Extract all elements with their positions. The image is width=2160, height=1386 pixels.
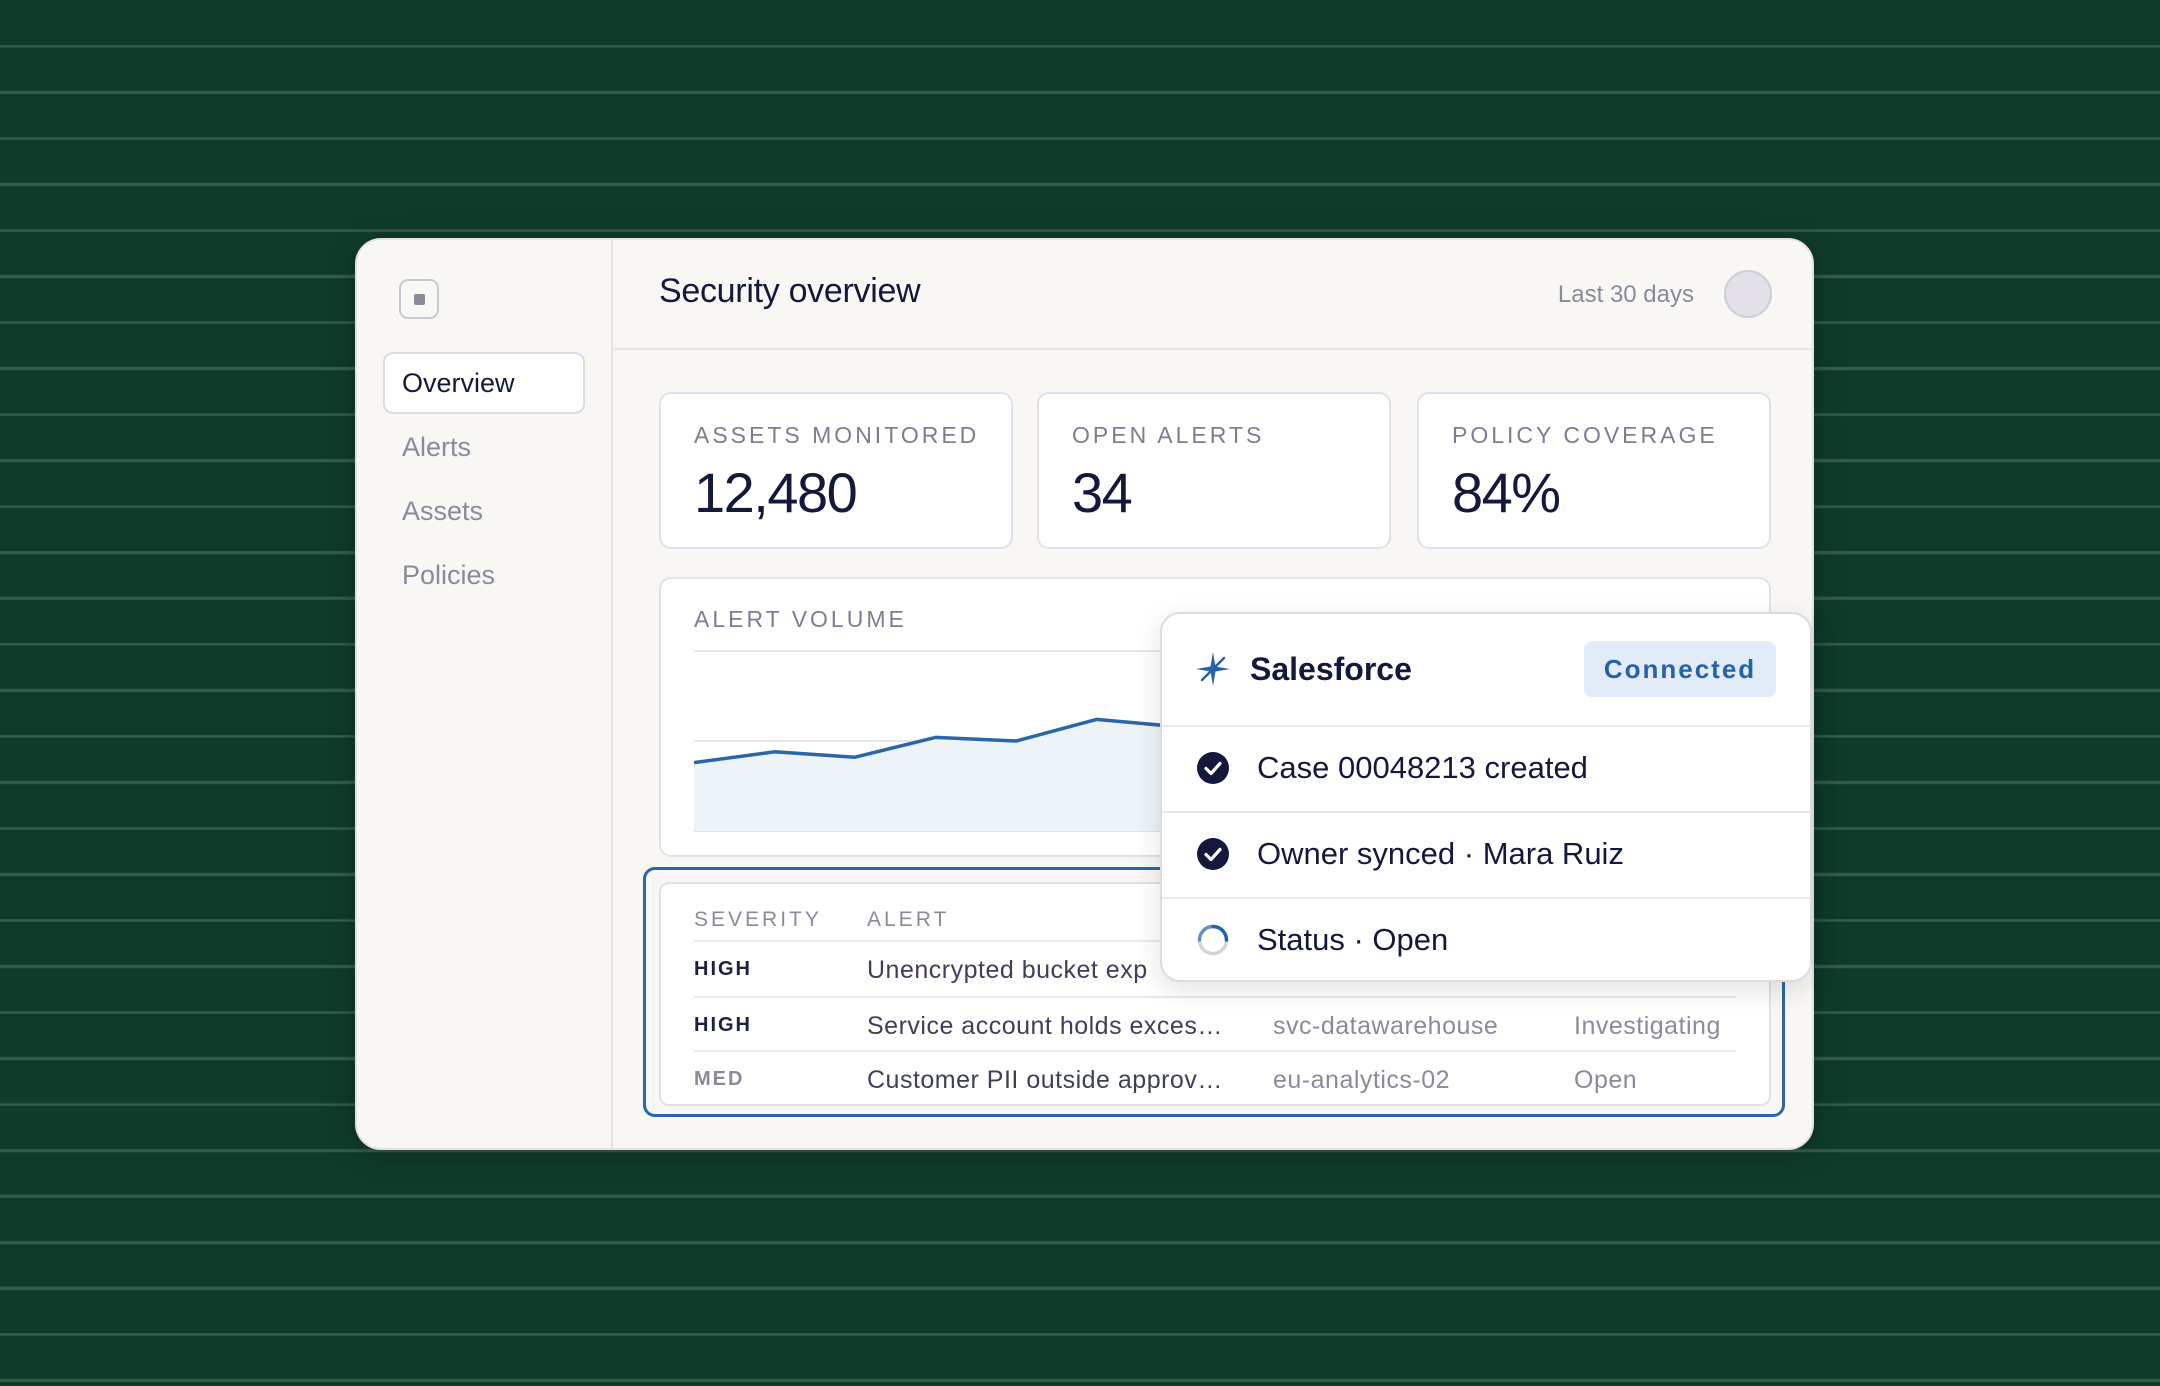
- connection-status-badge: Connected: [1584, 641, 1776, 697]
- column-header-alert[interactable]: ALERT: [867, 908, 950, 931]
- sidebar-nav: Overview Alerts Assets Policies: [383, 352, 585, 608]
- column-header-severity[interactable]: SEVERITY: [694, 908, 822, 931]
- table-row[interactable]: MED Customer PII outside approv… eu-anal…: [694, 1050, 1736, 1104]
- sync-event-row: Case 00048213 created: [1162, 727, 1810, 813]
- asset-name: eu-analytics-02: [1273, 1066, 1451, 1094]
- sync-event-text: Case 00048213 created: [1257, 750, 1588, 785]
- user-avatar[interactable]: [1724, 270, 1772, 318]
- alert-title: Customer PII outside approv…: [867, 1066, 1223, 1094]
- app-logo-icon[interactable]: [399, 279, 439, 319]
- chart-title: ALERT VOLUME: [694, 606, 907, 632]
- check-circle-icon: [1197, 752, 1229, 784]
- kpi-value: 84%: [1452, 461, 1561, 524]
- page-header: Security overview Last 30 days: [613, 240, 1812, 350]
- severity-badge: HIGH: [694, 958, 752, 980]
- page-title: Security overview: [659, 272, 921, 310]
- alert-title: Unencrypted bucket exp: [867, 956, 1148, 984]
- kpi-card-assets: ASSETS MONITORED 12,480: [659, 392, 1013, 549]
- salesforce-sparkle-icon: [1196, 652, 1230, 686]
- kpi-label: OPEN ALERTS: [1072, 422, 1265, 448]
- sync-event-text: Status · Open: [1257, 922, 1449, 957]
- kpi-value: 34: [1072, 461, 1133, 524]
- asset-name: svc-datawarehouse: [1273, 1012, 1499, 1040]
- alert-title: Service account holds exces…: [867, 1012, 1223, 1040]
- popup-header: Salesforce Connected: [1162, 614, 1810, 727]
- sync-event-row: Owner synced · Mara Ruiz: [1162, 813, 1810, 899]
- date-range-selector[interactable]: Last 30 days: [1557, 281, 1694, 308]
- loading-spinner-icon: [1197, 924, 1229, 956]
- sidebar-item-overview[interactable]: Overview: [383, 352, 585, 414]
- sync-event-row: Status · Open: [1162, 899, 1810, 980]
- sidebar: Overview Alerts Assets Policies: [357, 240, 613, 1148]
- severity-badge: MED: [694, 1068, 745, 1090]
- table-row[interactable]: HIGH Service account holds exces… svc-da…: [694, 996, 1736, 1054]
- alert-status: Investigating: [1574, 1012, 1721, 1040]
- kpi-value: 12,480: [694, 461, 858, 524]
- sidebar-item-policies[interactable]: Policies: [402, 560, 496, 590]
- kpi-label: ASSETS MONITORED: [694, 422, 980, 448]
- sync-event-text: Owner synced · Mara Ruiz: [1257, 836, 1624, 871]
- kpi-row: ASSETS MONITORED 12,480 OPEN ALERTS 34 P…: [659, 392, 1771, 549]
- kpi-label: POLICY COVERAGE: [1452, 422, 1718, 448]
- sidebar-item-assets[interactable]: Assets: [402, 496, 484, 526]
- salesforce-integration-popup: Salesforce Connected Case 00048213 creat…: [1160, 612, 1812, 982]
- check-circle-icon: [1197, 838, 1229, 870]
- kpi-card-open-alerts: OPEN ALERTS 34: [1037, 392, 1391, 549]
- kpi-card-policy-coverage: POLICY COVERAGE 84%: [1417, 392, 1771, 549]
- alert-status: Open: [1574, 1066, 1638, 1094]
- sidebar-item-alerts[interactable]: Alerts: [402, 432, 472, 462]
- severity-badge: HIGH: [694, 1014, 752, 1036]
- integration-name: Salesforce: [1250, 651, 1412, 687]
